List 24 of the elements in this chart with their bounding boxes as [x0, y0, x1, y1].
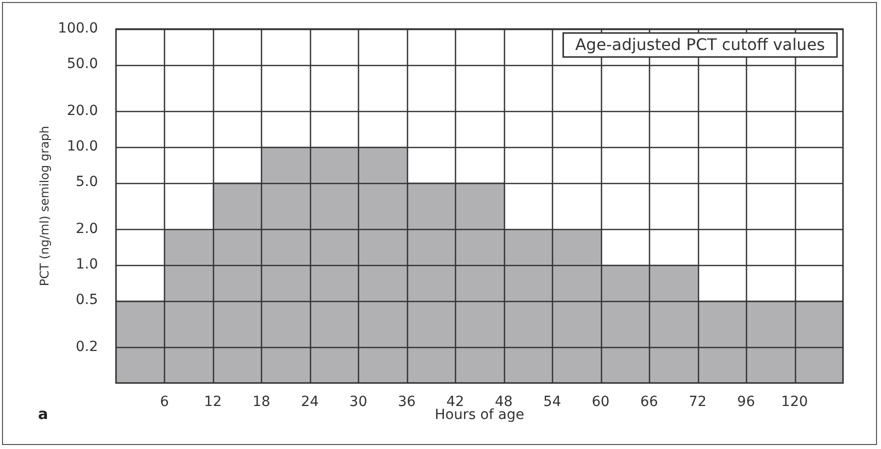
y-axis-title: PCT (ng/ml) semilog graph [37, 126, 52, 286]
y-tick-label: 50.0 [66, 56, 98, 72]
y-tick-label: 20.0 [66, 103, 98, 120]
y-tick-label: 5.0 [76, 174, 98, 190]
y-tick-label: 100.0 [58, 20, 98, 37]
y-tick-label: 0.2 [76, 339, 98, 356]
y-tick-label: 0.5 [76, 292, 98, 308]
x-tick-label: 66 [640, 394, 658, 410]
y-tick-label: 10.0 [66, 138, 98, 155]
x-tick-label: 6 [160, 394, 170, 410]
x-tick-label: 36 [398, 394, 416, 410]
x-tick-label: 18 [252, 394, 270, 410]
x-tick-label: 54 [543, 394, 562, 410]
text: a [38, 404, 48, 423]
chart-title: Age-adjusted PCT cutoff values [575, 35, 826, 54]
y-tick-label: 1.0 [76, 256, 98, 273]
x-tick-label: 72 [688, 394, 707, 410]
x-tick-label: 120 [781, 394, 808, 410]
y-tick-label: 2.0 [76, 221, 98, 238]
x-tick-label: 24 [300, 394, 319, 410]
x-tick-label: 12 [204, 394, 222, 410]
x-tick-label: 96 [737, 394, 756, 410]
x-tick-label: 60 [592, 394, 610, 410]
x-tick-label: 30 [349, 394, 368, 410]
